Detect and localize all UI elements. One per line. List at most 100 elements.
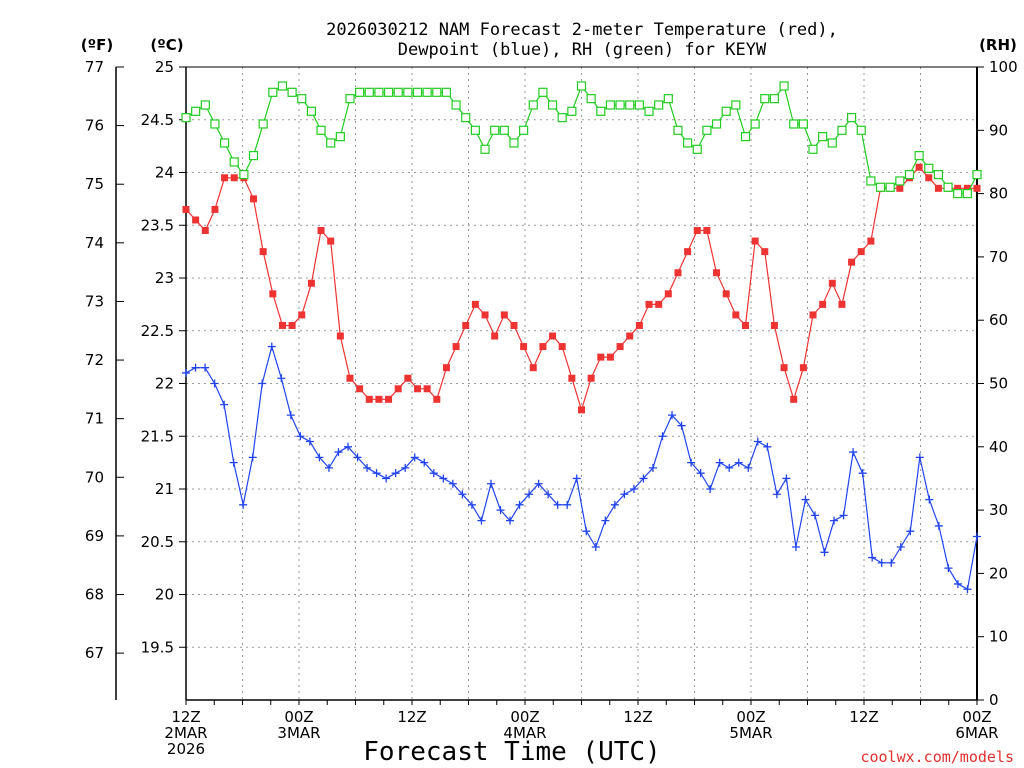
rh-point: [451, 100, 461, 110]
temperature-point: [578, 406, 585, 414]
rh-point: [731, 100, 741, 110]
rh-point: [721, 106, 731, 116]
temperature-point: [539, 343, 547, 351]
time-tick-label: 12Z: [849, 708, 878, 726]
fahrenheit-tick-label: 67: [85, 644, 104, 662]
series-layer: [181, 81, 982, 594]
dewpoint-point: [610, 500, 619, 509]
dewpoint-point: [553, 500, 562, 509]
dewpoint-point: [934, 521, 943, 530]
rh-point: [528, 100, 538, 110]
dewpoint-point: [725, 463, 734, 472]
temperature-point: [327, 237, 335, 245]
dewpoint-point: [324, 463, 333, 472]
rh-point: [547, 100, 558, 110]
time-tick-label: 5MAR: [729, 724, 772, 742]
dewpoint-point: [753, 437, 762, 446]
rh-point: [326, 138, 336, 148]
rh-point: [914, 151, 924, 161]
temperature-point: [192, 216, 200, 224]
dewpoint-point: [182, 368, 190, 377]
rh-point: [316, 125, 326, 135]
rh-point: [740, 132, 751, 142]
celsius-tick-label: 22.5: [141, 322, 174, 340]
dewpoint-point: [277, 374, 286, 383]
temperature-point: [722, 290, 730, 298]
dewpoint-point: [963, 585, 972, 594]
temperature-point: [452, 343, 460, 351]
rh-point: [943, 182, 953, 192]
rh-point: [586, 94, 596, 104]
temperature-point: [684, 248, 692, 256]
dewpoint-point: [353, 453, 362, 462]
rh-point: [258, 119, 268, 129]
rh-point: [538, 87, 548, 97]
rh-point: [219, 138, 230, 148]
dewpoint-point: [515, 500, 524, 509]
dewpoint-point: [839, 511, 848, 520]
temperature-point: [934, 184, 942, 192]
series-rh: [181, 81, 982, 199]
dewpoint-point: [925, 495, 934, 504]
fahrenheit-tick-label: 75: [85, 175, 104, 193]
dewpoint-point: [668, 411, 677, 420]
temperature-point: [635, 321, 643, 329]
fahrenheit-tick-label: 68: [85, 586, 104, 604]
temperature-point: [394, 385, 402, 393]
rh-unit-label: (RH): [979, 36, 1017, 54]
fahrenheit-tick-label: 69: [85, 527, 104, 545]
rh-point: [798, 119, 808, 129]
fahrenheit-tick-label: 71: [85, 410, 104, 428]
dewpoint-point: [868, 553, 877, 562]
time-tick-label: 12Z: [397, 708, 426, 726]
temperature-point: [568, 374, 576, 382]
dewpoint-point: [648, 463, 657, 472]
celsius-tick-label: 25: [155, 58, 174, 76]
temperature-point: [346, 374, 354, 382]
rh-point: [789, 119, 799, 129]
dewpoint-point: [429, 469, 438, 478]
rh-point: [509, 138, 519, 148]
dewpoint-point: [973, 532, 981, 541]
rh-point: [924, 163, 934, 173]
fahrenheit-axis: 67 68 69 70 71 72 73 74 75 76 77: [85, 58, 124, 662]
dewpoint-point: [344, 442, 353, 451]
rh-point: [364, 87, 374, 97]
temperature-point: [606, 353, 614, 361]
dewpoint-point: [944, 564, 953, 573]
time-tick-label: 12Z: [623, 708, 652, 726]
rh-point: [403, 87, 413, 97]
time-tick-label: 2026: [167, 740, 205, 758]
dewpoint-point: [239, 500, 248, 509]
temperature-point: [462, 321, 470, 329]
rh-tick-label: 10: [989, 628, 1008, 646]
temperature-point: [471, 300, 479, 308]
temperature-point: [915, 163, 923, 171]
dewpoint-point: [763, 442, 772, 451]
dewpoint-point: [420, 458, 429, 467]
temperature-point: [201, 227, 209, 235]
rh-point: [422, 87, 432, 97]
rh-point: [412, 87, 423, 97]
temperature-point: [520, 343, 528, 351]
rh-point: [818, 132, 828, 142]
rh-point: [673, 125, 683, 135]
rh-point: [904, 170, 915, 180]
temperature-point: [269, 290, 277, 298]
rh-point: [962, 189, 972, 199]
celsius-tick-label: 24.5: [141, 111, 174, 129]
time-tick-label: 2MAR: [164, 724, 207, 742]
time-tick-label: 3MAR: [277, 724, 320, 742]
temperature-point: [336, 332, 344, 340]
dewpoint-point: [305, 437, 314, 446]
celsius-tick-label: 21: [155, 480, 174, 498]
rh-point: [355, 87, 365, 97]
rh-point: [711, 119, 722, 129]
fahrenheit-tick-label: 76: [85, 117, 104, 135]
dewpoint-point: [887, 558, 896, 567]
rh-point: [683, 138, 693, 148]
rh-point: [596, 106, 606, 116]
rh-point: [480, 144, 490, 154]
dewpoint-point: [477, 516, 486, 525]
series-dewpoint: [182, 342, 981, 594]
